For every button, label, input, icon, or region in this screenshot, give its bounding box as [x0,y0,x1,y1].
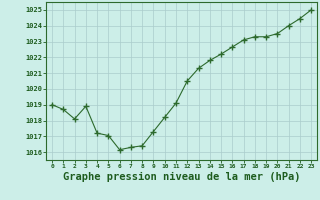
X-axis label: Graphe pression niveau de la mer (hPa): Graphe pression niveau de la mer (hPa) [63,172,300,182]
